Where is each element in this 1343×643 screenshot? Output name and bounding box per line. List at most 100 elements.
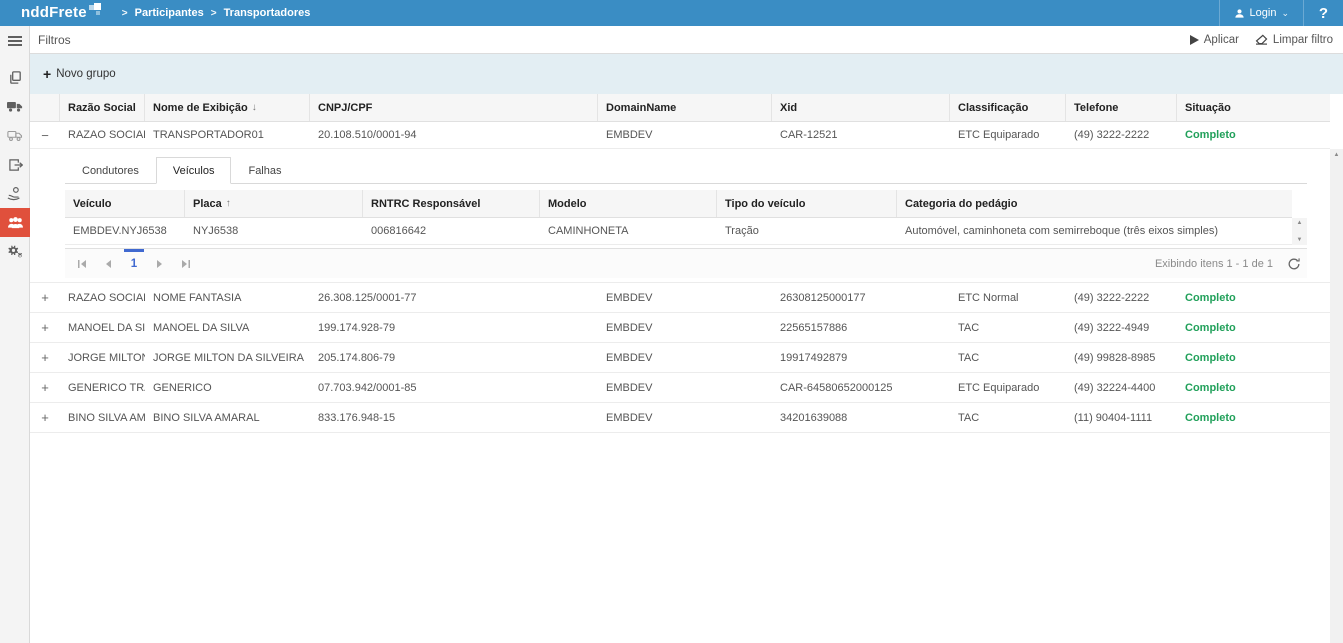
cell-nome-exibicao: BINO SILVA AMARAL bbox=[145, 403, 310, 432]
table-row[interactable]: + BINO SILVA AMA... BINO SILVA AMARAL 83… bbox=[30, 403, 1330, 433]
document-export-icon[interactable] bbox=[0, 150, 30, 179]
settings-icon[interactable] bbox=[0, 237, 30, 266]
column-placa[interactable]: Placa↑ bbox=[185, 190, 363, 217]
cell-xid: CAR-12521 bbox=[772, 122, 950, 148]
help-button[interactable]: ? bbox=[1303, 0, 1343, 26]
inner-vertical-scrollbar[interactable]: ▲ ▼ bbox=[1292, 218, 1307, 245]
column-rntrc[interactable]: RNTRC Responsável bbox=[363, 190, 540, 217]
status-badge: Completo bbox=[1177, 313, 1330, 342]
refresh-icon bbox=[1287, 257, 1301, 271]
new-group-label: Novo grupo bbox=[56, 68, 115, 80]
login-menu[interactable]: Login ⌄ bbox=[1219, 0, 1303, 26]
expand-row-button[interactable]: + bbox=[30, 313, 60, 342]
cell-classificacao: TAC bbox=[950, 313, 1066, 342]
cell-xid: CAR-64580652000125 bbox=[772, 373, 950, 402]
sort-asc-icon: ↑ bbox=[226, 198, 231, 209]
app-logo[interactable]: nddFrete bbox=[21, 2, 101, 24]
table-row[interactable]: + JORGE MILTON ... JORGE MILTON DA SILVE… bbox=[30, 343, 1330, 373]
cell-razao-social: JORGE MILTON ... bbox=[60, 343, 145, 372]
cell-telefone: (11) 90404-1111 bbox=[1066, 403, 1177, 432]
collapse-row-button[interactable]: − bbox=[30, 122, 60, 148]
expander-column-header bbox=[30, 94, 60, 121]
expand-row-button[interactable]: + bbox=[30, 343, 60, 372]
menu-icon[interactable] bbox=[0, 26, 30, 55]
column-telefone[interactable]: Telefone bbox=[1066, 94, 1177, 121]
outer-vertical-scrollbar[interactable]: ▲ bbox=[1330, 149, 1343, 643]
column-situacao[interactable]: Situação bbox=[1177, 94, 1330, 121]
cell-telefone: (49) 3222-4949 bbox=[1066, 313, 1177, 342]
expand-row-button[interactable]: + bbox=[30, 283, 60, 312]
tab-veiculos[interactable]: Veículos bbox=[156, 157, 232, 184]
truck-icon[interactable] bbox=[0, 92, 30, 121]
login-label: Login bbox=[1250, 7, 1277, 19]
previous-page-icon bbox=[104, 259, 112, 269]
column-razao-social[interactable]: Razão Social bbox=[60, 94, 145, 121]
status-badge: Completo bbox=[1177, 283, 1330, 312]
column-categoria-pedagio[interactable]: Categoria do pedágio bbox=[897, 190, 1292, 217]
column-modelo[interactable]: Modelo bbox=[540, 190, 717, 217]
tab-condutores[interactable]: Condutores bbox=[65, 157, 156, 184]
expand-row-button[interactable]: + bbox=[30, 403, 60, 432]
user-icon bbox=[1234, 8, 1245, 19]
first-page-button[interactable] bbox=[71, 253, 93, 275]
grid-header-row: Razão Social Nome de Exibição↓ CNPJ/CPF … bbox=[30, 94, 1330, 122]
table-row[interactable]: − RAZAO SOCIAL S... TRANSPORTADOR01 20.1… bbox=[30, 122, 1330, 149]
apply-filter-button[interactable]: Aplicar bbox=[1190, 34, 1239, 46]
participants-icon[interactable] bbox=[0, 208, 30, 237]
status-badge: Completo bbox=[1177, 403, 1330, 432]
table-row[interactable]: + RAZAO SOCIAL NOME FANTASIA 26.308.125/… bbox=[30, 283, 1330, 313]
table-row[interactable]: + GENERICO TRAN... GENERICO 07.703.942/0… bbox=[30, 373, 1330, 403]
breadcrumb-separator: > bbox=[122, 8, 128, 19]
sort-desc-icon: ↓ bbox=[252, 102, 257, 113]
cell-cnpj-cpf: 205.174.806-79 bbox=[310, 343, 598, 372]
table-row[interactable]: + MANOEL DA SILVA MANOEL DA SILVA 199.17… bbox=[30, 313, 1330, 343]
new-group-button[interactable]: + Novo grupo bbox=[43, 67, 116, 81]
breadcrumb-transportadores[interactable]: Transportadores bbox=[224, 7, 311, 19]
cell-razao-social: RAZAO SOCIAL bbox=[60, 283, 145, 312]
delivery-truck-icon[interactable] bbox=[0, 121, 30, 150]
expand-row-button[interactable]: + bbox=[30, 373, 60, 402]
column-veiculo[interactable]: Veículo bbox=[65, 190, 185, 217]
tab-falhas[interactable]: Falhas bbox=[231, 157, 298, 184]
transportadores-grid: Razão Social Nome de Exibição↓ CNPJ/CPF … bbox=[30, 94, 1330, 433]
next-page-icon bbox=[156, 259, 164, 269]
filters-title: Filtros bbox=[38, 33, 71, 47]
next-page-button[interactable] bbox=[149, 253, 171, 275]
last-page-button[interactable] bbox=[175, 253, 197, 275]
app-logo-text: nddFrete bbox=[21, 2, 87, 24]
column-cnpj-cpf[interactable]: CNPJ/CPF bbox=[310, 94, 598, 121]
scroll-down-icon[interactable]: ▼ bbox=[1297, 237, 1303, 243]
cell-domainname: EMBDEV bbox=[598, 283, 772, 312]
breadcrumb-participantes[interactable]: Participantes bbox=[135, 7, 204, 19]
cell-xid: 34201639088 bbox=[772, 403, 950, 432]
cell-rntrc: 006816642 bbox=[363, 218, 540, 244]
previous-page-button[interactable] bbox=[97, 253, 119, 275]
filters-bar: Filtros Aplicar Limpar filtro bbox=[30, 26, 1343, 54]
cell-domainname: EMBDEV bbox=[598, 122, 772, 148]
chevron-down-icon: ⌄ bbox=[1281, 8, 1289, 19]
refresh-button[interactable] bbox=[1287, 257, 1301, 271]
main-content: Filtros Aplicar Limpar filtro + Novo gru… bbox=[30, 26, 1343, 643]
copy-icon[interactable] bbox=[0, 63, 30, 92]
cell-razao-social: BINO SILVA AMA... bbox=[60, 403, 145, 432]
cell-domainname: EMBDEV bbox=[598, 343, 772, 372]
current-page-number[interactable]: 1 bbox=[123, 249, 145, 279]
cell-classificacao: ETC Equiparado bbox=[950, 122, 1066, 148]
column-nome-exibicao[interactable]: Nome de Exibição↓ bbox=[145, 94, 310, 121]
column-tipo-veiculo[interactable]: Tipo do veículo bbox=[717, 190, 897, 217]
pagination-bar: 1 Exibindo itens 1 - 1 de 1 bbox=[65, 248, 1307, 278]
cell-placa: NYJ6538 bbox=[185, 218, 363, 244]
cell-telefone: (49) 99828-8985 bbox=[1066, 343, 1177, 372]
cell-razao-social: MANOEL DA SILVA bbox=[60, 313, 145, 342]
status-badge: Completo bbox=[1177, 122, 1330, 148]
hand-coin-icon[interactable] bbox=[0, 179, 30, 208]
column-xid[interactable]: Xid bbox=[772, 94, 950, 121]
scroll-up-icon[interactable]: ▲ bbox=[1334, 152, 1340, 643]
scroll-up-icon[interactable]: ▲ bbox=[1297, 220, 1303, 226]
column-domainname[interactable]: DomainName bbox=[598, 94, 772, 121]
cell-modelo: CAMINHONETA bbox=[540, 218, 717, 244]
play-icon bbox=[1190, 35, 1199, 45]
vehicle-row[interactable]: EMBDEV.NYJ6538 NYJ6538 006816642 CAMINHO… bbox=[65, 218, 1292, 245]
column-classificacao[interactable]: Classificação bbox=[950, 94, 1066, 121]
clear-filter-button[interactable]: Limpar filtro bbox=[1255, 34, 1333, 46]
